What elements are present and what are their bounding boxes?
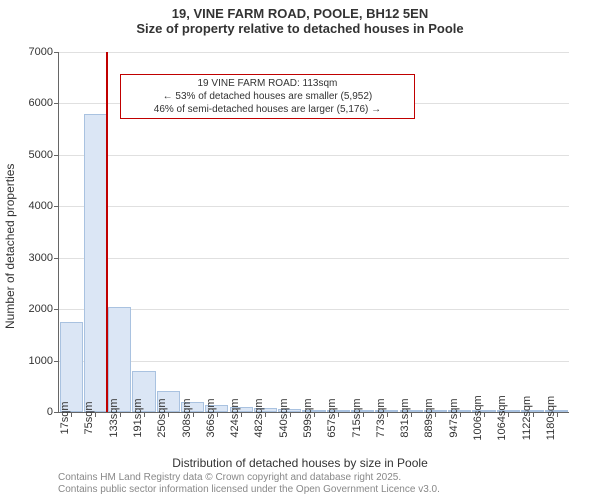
annotation-line: 46% of semi-detached houses are larger (… [127, 103, 408, 116]
xtick-label: 191sqm [132, 398, 144, 437]
xtick-mark [508, 412, 509, 417]
xtick-label: 308sqm [181, 398, 193, 437]
xtick-label: 366sqm [205, 398, 217, 437]
ytick-mark [54, 103, 59, 104]
ytick-label: 2000 [29, 303, 53, 315]
y-axis-title: Number of detached properties [3, 164, 17, 329]
xtick-label: 17sqm [59, 401, 71, 434]
xtick-label: 1180sqm [545, 396, 557, 440]
annotation-box: 19 VINE FARM ROAD: 113sqm← 53% of detach… [120, 74, 415, 119]
chart-title: 19, VINE FARM ROAD, POOLE, BH12 5EN [0, 6, 600, 21]
bar [60, 322, 83, 413]
ytick-label: 4000 [29, 200, 53, 212]
bar [108, 307, 131, 412]
xtick-label: 773sqm [375, 398, 387, 437]
xtick-label: 831sqm [399, 398, 411, 437]
xtick-mark [265, 412, 266, 417]
footer-line-2: Contains public sector information licen… [58, 484, 440, 495]
xtick-mark [314, 412, 315, 417]
xtick-label: 947sqm [448, 398, 460, 437]
ytick-mark [54, 361, 59, 362]
xtick-mark [435, 412, 436, 417]
xtick-mark [95, 412, 96, 417]
gridline [59, 52, 569, 53]
chart-container: 19, VINE FARM ROAD, POOLE, BH12 5EN Size… [0, 0, 600, 500]
xtick-mark [411, 412, 412, 417]
gridline [59, 155, 569, 156]
xtick-label: 133sqm [108, 398, 120, 437]
xtick-mark [168, 412, 169, 417]
gridline [59, 361, 569, 362]
ytick-mark [54, 309, 59, 310]
bar [84, 114, 107, 412]
chart-subtitle: Size of property relative to detached ho… [0, 21, 600, 36]
x-axis-title: Distribution of detached houses by size … [0, 456, 600, 470]
xtick-label: 75sqm [83, 401, 95, 434]
xtick-label: 889sqm [423, 398, 435, 437]
xtick-mark [484, 412, 485, 417]
gridline [59, 258, 569, 259]
xtick-mark [338, 412, 339, 417]
gridline [59, 206, 569, 207]
xtick-label: 540sqm [278, 398, 290, 437]
ytick-label: 3000 [29, 252, 53, 264]
ytick-label: 6000 [29, 97, 53, 109]
xtick-label: 1006sqm [472, 395, 484, 440]
xtick-label: 482sqm [253, 398, 265, 437]
xtick-mark [71, 412, 72, 417]
xtick-label: 1064sqm [496, 395, 508, 440]
ytick-label: 1000 [29, 355, 53, 367]
xtick-label: 657sqm [326, 398, 338, 437]
xtick-label: 715sqm [351, 398, 363, 437]
xtick-label: 1122sqm [521, 396, 533, 440]
annotation-line: 19 VINE FARM ROAD: 113sqm [127, 77, 408, 90]
ytick-mark [54, 258, 59, 259]
ytick-mark [54, 155, 59, 156]
xtick-label: 250sqm [156, 398, 168, 437]
xtick-label: 424sqm [229, 398, 241, 437]
xtick-mark [241, 412, 242, 417]
ytick-label: 7000 [29, 46, 53, 58]
annotation-line: ← 53% of detached houses are smaller (5,… [127, 90, 408, 103]
xtick-label: 599sqm [302, 398, 314, 437]
property-marker-line [106, 52, 108, 412]
ytick-mark [54, 206, 59, 207]
footer-line-1: Contains HM Land Registry data © Crown c… [58, 472, 401, 483]
xtick-mark [144, 412, 145, 417]
ytick-label: 0 [47, 406, 53, 418]
ytick-mark [54, 52, 59, 53]
plot-area: 0100020003000400050006000700017sqm75sqm1… [58, 52, 569, 413]
gridline [59, 309, 569, 310]
title-block: 19, VINE FARM ROAD, POOLE, BH12 5EN Size… [0, 0, 600, 36]
ytick-label: 5000 [29, 149, 53, 161]
